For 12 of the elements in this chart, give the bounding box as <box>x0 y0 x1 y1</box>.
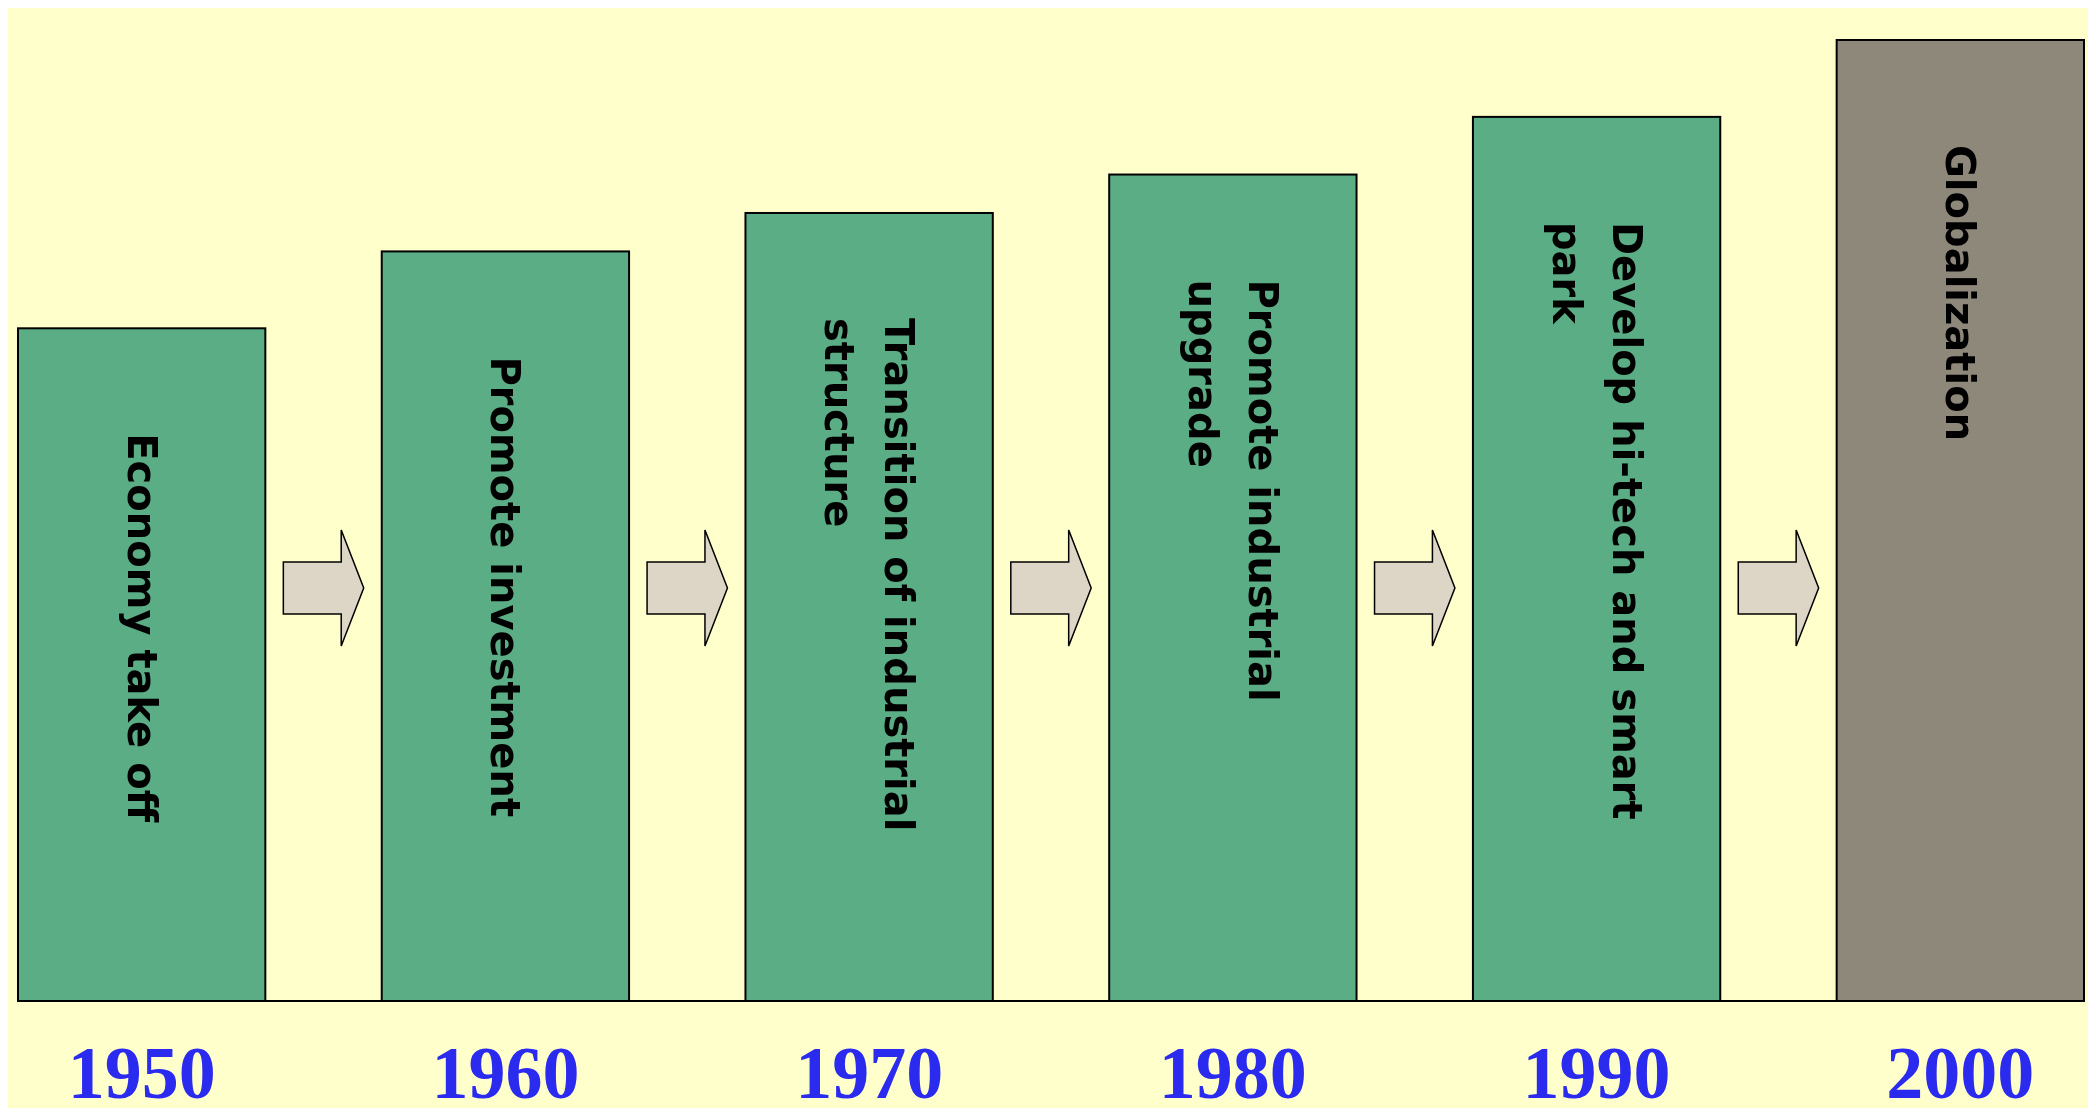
x-tick-label: 2000 <box>1886 1032 2035 1112</box>
annotation: Transition of industrial structure <box>816 317 923 832</box>
x-tick-label: 1970 <box>795 1032 944 1112</box>
annotation: Economy take off <box>118 433 165 823</box>
annotation: Promote investment <box>482 356 529 818</box>
annotation: Develop hi-tech and smart park <box>1543 221 1650 820</box>
x-tick-label: 1950 <box>67 1032 216 1112</box>
annotation: Promote industrial upgrade <box>1179 279 1286 702</box>
x-tick-label: 1960 <box>431 1032 580 1112</box>
x-tick-label: 1980 <box>1158 1032 1307 1112</box>
annotation: Globalization <box>1937 145 1984 442</box>
x-tick-label: 1990 <box>1522 1032 1671 1112</box>
